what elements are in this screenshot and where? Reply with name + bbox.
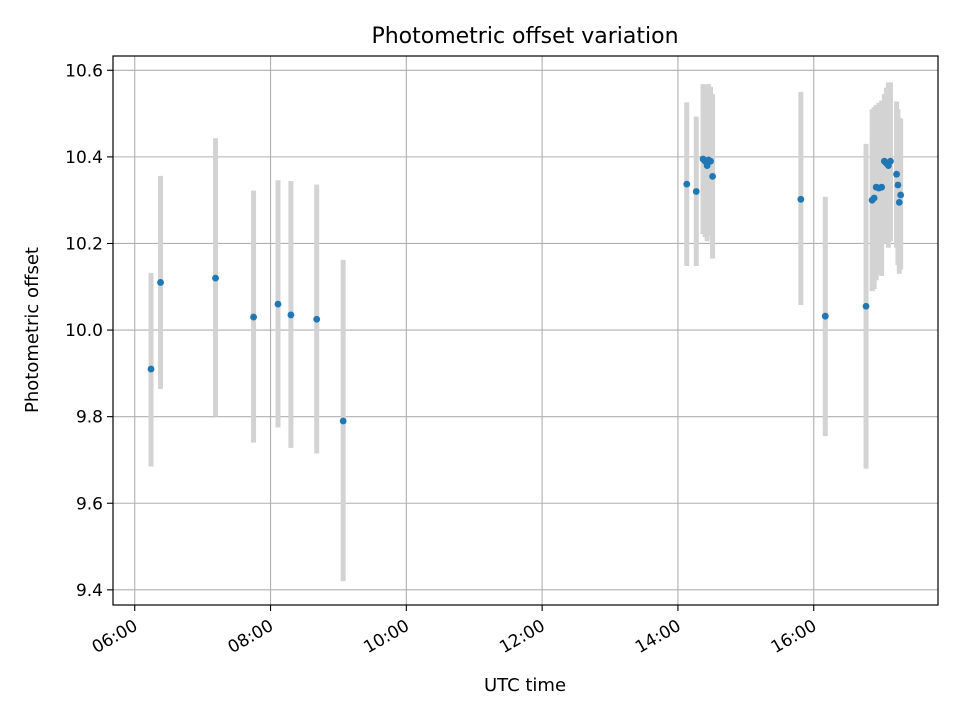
data-point [313, 315, 321, 323]
data-point [895, 198, 903, 206]
data-point [287, 311, 295, 319]
data-point [709, 172, 716, 180]
data-point [707, 157, 714, 165]
grid [113, 56, 938, 605]
y-tick-label: 10.4 [65, 148, 103, 168]
data-point [797, 195, 805, 203]
data-point [683, 180, 691, 188]
y-tick-label: 10.6 [65, 61, 103, 81]
x-axis-label: UTC time [484, 675, 566, 696]
data-point [878, 183, 886, 191]
chart-title: Photometric offset variation [371, 24, 678, 49]
data-point [157, 279, 164, 286]
data-point [339, 417, 347, 425]
data-point [897, 191, 905, 199]
data-point [274, 300, 282, 308]
data-point [147, 365, 155, 373]
data-point [212, 274, 219, 282]
data-point [894, 181, 902, 189]
y-tick-label: 9.6 [76, 494, 103, 514]
y-tick-label: 10.0 [65, 321, 103, 341]
y-axis-label: Photometric offset [22, 247, 43, 413]
data-point [862, 302, 870, 310]
data-point [250, 313, 257, 321]
data-point [821, 312, 829, 320]
y-tick-label: 10.2 [65, 234, 103, 254]
y-tick-label: 9.8 [76, 408, 103, 428]
data-point [692, 188, 700, 195]
data-points [147, 155, 905, 425]
y-tick-label: 9.4 [76, 581, 103, 601]
data-point [870, 194, 878, 202]
data-point [893, 170, 900, 178]
y-axis: 9.4 9.6 9.8 10.0 10.2 10.4 10.6 [65, 61, 113, 601]
data-point [887, 157, 894, 165]
